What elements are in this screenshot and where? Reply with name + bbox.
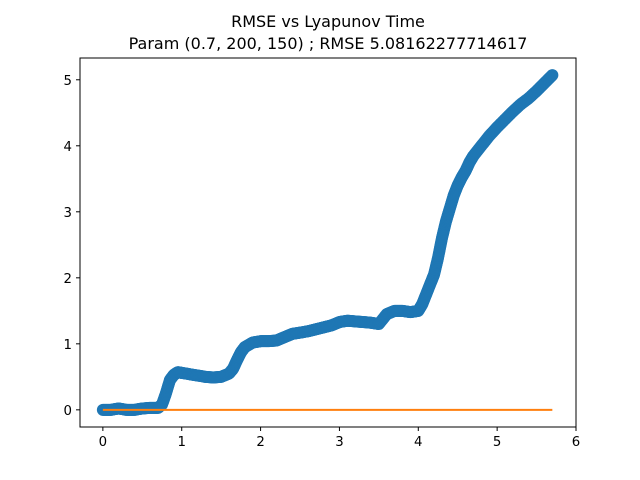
x-tick-label: 3 (335, 435, 343, 450)
scatter-series-0 (96, 69, 559, 416)
axes-frame (79, 57, 577, 428)
x-tick-label: 4 (414, 435, 422, 450)
data-layer (96, 69, 559, 416)
plot-marks (96, 69, 559, 416)
y-tick-label: 2 (64, 272, 72, 287)
y-tick-label: 4 (64, 140, 72, 155)
y-tick-label: 0 (64, 404, 72, 419)
y-tick-label: 5 (64, 74, 72, 89)
y-tick-label: 3 (64, 206, 72, 221)
x-tick-label: 1 (177, 435, 185, 450)
y-tick-label: 1 (64, 338, 72, 353)
chart-title: RMSE vs Lyapunov Time (231, 12, 425, 31)
x-tick-label: 0 (99, 435, 107, 450)
x-tick-label: 5 (493, 435, 501, 450)
x-tick-label: 2 (256, 435, 264, 450)
chart-subtitle: Param (0.7, 200, 150) ; RMSE 5.081622777… (129, 34, 528, 53)
plot-axes: 0 1 2 3 4 5 6 0 1 2 3 4 5 (64, 57, 580, 450)
x-tick-label: 6 (572, 435, 580, 450)
scatter-point (546, 69, 559, 82)
